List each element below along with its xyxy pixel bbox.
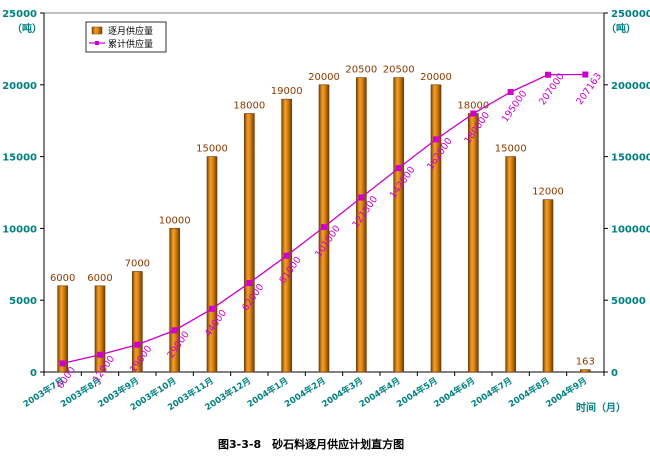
x-axis-category-label: 2004年4月 [357, 375, 402, 410]
bar [206, 156, 218, 373]
cumulative-point [358, 194, 365, 201]
bar-data-label: 19000 [271, 86, 303, 97]
left-axis-tick-label: 10000 [2, 224, 37, 235]
cumulative-point [283, 252, 290, 259]
bar [169, 228, 180, 373]
right-axis-tick-label: 100000 [611, 224, 650, 235]
legend-line-label: 累计供应量 [108, 38, 153, 50]
bar-data-label: 18000 [457, 101, 489, 112]
cumulative-point [507, 88, 514, 95]
legend-bar-label: 逐月供应量 [108, 25, 153, 37]
cumulative-point [321, 223, 327, 230]
cumulative-point [97, 351, 103, 358]
cumulative-point [582, 71, 589, 78]
x-axis-category-label: 2004年8月 [507, 375, 552, 410]
bar [281, 98, 292, 373]
bar [580, 369, 591, 373]
cumulative-data-label: 207000 [537, 71, 567, 107]
cumulative-point [246, 279, 253, 286]
cumulative-point [470, 110, 477, 117]
cumulative-point [59, 360, 66, 367]
left-axis-tick-label: 5000 [9, 296, 37, 307]
bar [244, 113, 255, 373]
left-axis-tick-label: 0 [30, 368, 37, 379]
bar [356, 77, 367, 373]
cumulative-point [134, 341, 141, 348]
cumulative-data-label: 207163 [574, 71, 604, 107]
cumulative-point [209, 305, 215, 312]
x-axis-category-label: 2004年7月 [469, 375, 514, 410]
bar-data-label: 6000 [50, 273, 75, 284]
bar [430, 84, 442, 373]
right-axis-tick-label: 0 [611, 368, 618, 379]
bar [132, 271, 143, 373]
bar [505, 156, 516, 373]
figure-caption: 图3-3-8 砂石料逐月供应计划直方图 [218, 437, 404, 451]
legend-line-marker [95, 41, 99, 45]
cumulative-point [395, 165, 402, 172]
line-layer: 6000 12000 19000 29000440006200081000101000… [55, 71, 604, 391]
bar [468, 113, 479, 373]
bar-data-label: 20500 [383, 65, 415, 76]
bar [94, 285, 106, 373]
cumulative-point [171, 327, 178, 334]
x-axis-category-label: 2004年3月 [320, 375, 365, 410]
bar-data-label: 18000 [233, 101, 265, 112]
bar-data-label: 15000 [495, 144, 527, 155]
legend: 逐月供应量 累计供应量 [85, 21, 167, 53]
legend-bar-swatch [91, 26, 103, 35]
right-axis-tick-label: 50000 [611, 296, 646, 307]
cumulative-point [545, 71, 551, 78]
left-axis-tick-label: 20000 [2, 81, 37, 92]
x-axis-category-label: 2004年5月 [395, 375, 440, 410]
right-axis-tick-label: 200000 [611, 81, 650, 92]
bar-data-label: 20000 [308, 72, 340, 83]
cumulative-data-label: 195000 [500, 89, 530, 125]
bar [542, 199, 554, 373]
bar-data-label: 15000 [196, 144, 228, 155]
bar-data-label: 12000 [532, 187, 564, 198]
right-axis-tick-label: 150000 [611, 153, 650, 164]
left-axis-unit: （吨） [12, 22, 42, 35]
x-axis-category-label: 2004年2月 [283, 375, 328, 410]
bar [393, 77, 404, 373]
right-axis-unit: （吨） [606, 22, 636, 35]
bar-data-label: 20500 [345, 65, 377, 76]
bar-data-label: 6000 [87, 273, 112, 284]
cumulative-point [433, 136, 439, 143]
x-axis-category-label: 2004年1月 [245, 375, 290, 410]
left-axis-tick-label: 25000 [2, 9, 37, 20]
bar [57, 285, 68, 373]
right-axis-tick-label: 250000 [611, 9, 650, 20]
bar-data-label: 10000 [159, 215, 191, 226]
bar-data-label: 7000 [125, 258, 150, 269]
x-axis-title: 时间（月） [576, 401, 626, 414]
left-axis-tick-label: 15000 [2, 153, 37, 164]
bar-data-label: 163 [576, 357, 595, 368]
bar-data-label: 20000 [420, 72, 452, 83]
x-axis-category-label: 2004年6月 [432, 375, 477, 410]
